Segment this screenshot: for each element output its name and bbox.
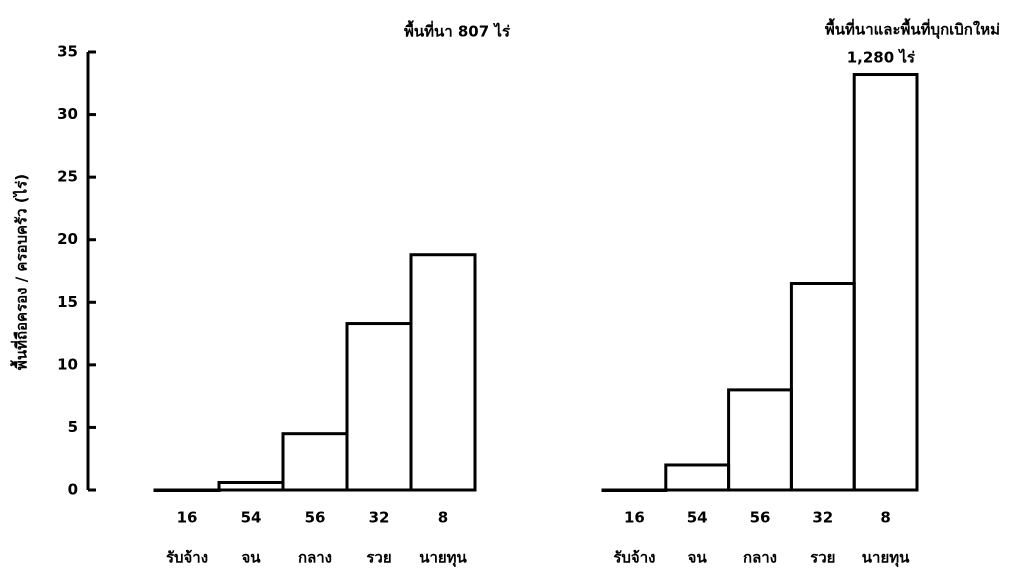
x-tick-label: นายทุน xyxy=(862,549,910,568)
y-tick-label: 0 xyxy=(68,481,78,499)
bar xyxy=(409,253,477,492)
chart-subtitle: 1,280 ไร่ xyxy=(847,48,916,67)
y-axis-label: พื้นที่ถือครอง / ครอบครัว (ไร่) xyxy=(10,174,31,370)
y-tick-label: 20 xyxy=(57,230,78,248)
bar xyxy=(153,488,221,492)
chart-title: พื้นที่นา 807 ไร่ xyxy=(404,20,511,41)
x-tick-label: รับจ้าง xyxy=(613,549,655,567)
group-size-label: 56 xyxy=(305,509,326,527)
group-size-label: 16 xyxy=(624,509,645,527)
group-size-label: 54 xyxy=(687,509,708,527)
group-size-label: 56 xyxy=(750,509,771,527)
group-size-label: 32 xyxy=(369,509,390,527)
y-tick-label: 35 xyxy=(57,43,78,61)
group-size-label: 32 xyxy=(812,509,833,527)
group-size-label: 16 xyxy=(177,509,198,527)
x-tick-label: จน xyxy=(241,549,261,567)
group-size-label: 8 xyxy=(880,509,890,527)
group-size-label: 8 xyxy=(438,509,448,527)
x-tick-label: รับจ้าง xyxy=(166,549,208,567)
group-size-label: 54 xyxy=(241,509,262,527)
x-tick-label: กลาง xyxy=(743,549,777,567)
y-tick-label: 5 xyxy=(68,418,78,436)
bar xyxy=(852,73,919,492)
y-tick-label: 15 xyxy=(57,293,78,311)
x-tick-label: รวย xyxy=(810,549,835,567)
x-tick-label: นายทุน xyxy=(419,549,467,568)
y-tick-label: 25 xyxy=(57,168,78,186)
bar xyxy=(601,488,668,492)
x-tick-label: กลาง xyxy=(298,549,332,567)
x-tick-label: รวย xyxy=(366,549,391,567)
y-tick-label: 30 xyxy=(57,105,78,123)
y-tick-label: 10 xyxy=(57,355,78,373)
chart-title: พื้นที่นาและพื้นที่บุกเบิกใหม่ xyxy=(825,18,1000,40)
x-tick-label: จน xyxy=(688,549,708,567)
